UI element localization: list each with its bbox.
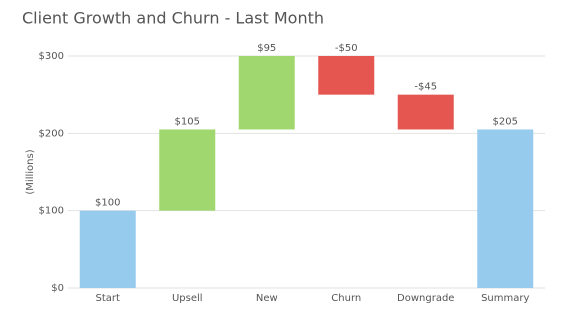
bar [238,56,295,130]
x-tick-label: New [256,293,278,304]
x-tick-label: Downgrade [397,293,454,304]
bar [397,94,454,130]
bar [79,210,136,288]
value-label: $95 [257,43,276,54]
x-tick-label: Upsell [172,293,203,304]
bar [159,129,216,211]
chart-title: Client Growth and Churn - Last Month [22,9,324,28]
x-tick-label: Summary [481,293,529,304]
value-label: $100 [95,198,120,209]
y-tick-label: $200 [39,128,64,139]
y-axis-label: (Millions) [25,149,36,194]
bar [318,56,375,95]
bar [477,129,534,288]
y-tick-label: $0 [51,283,64,294]
x-tick-label: Churn [331,293,361,304]
x-tick-label: Start [96,293,121,304]
value-label: $205 [493,116,518,127]
value-label: $105 [175,116,200,127]
y-tick-label: $100 [39,206,64,217]
y-tick-label: $300 [39,51,64,62]
value-label: -$50 [335,43,358,54]
value-label: -$45 [414,82,437,93]
